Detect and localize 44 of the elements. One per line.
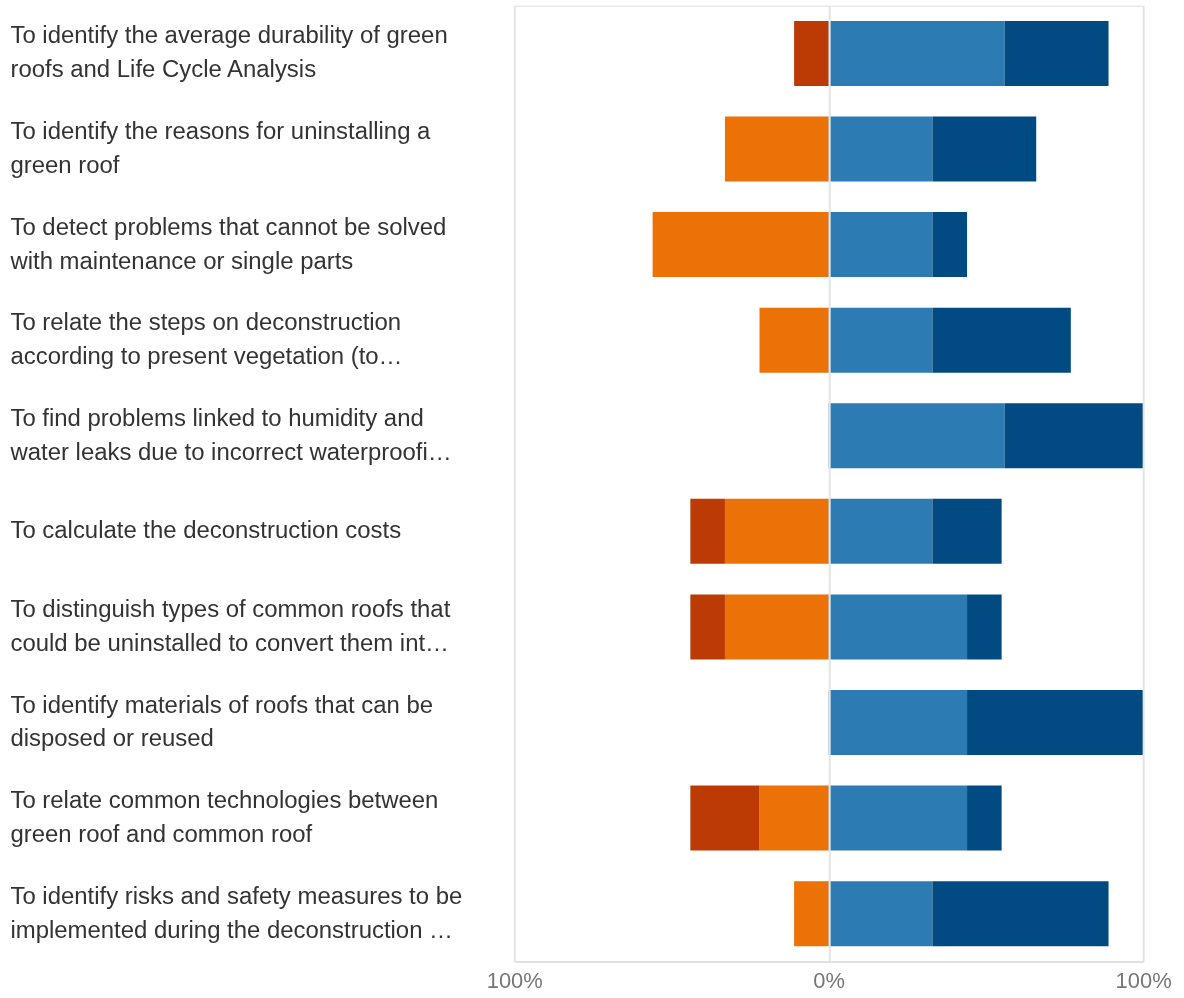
bar [652,212,829,278]
bar [828,498,933,564]
bar [1004,20,1109,86]
y-tick-label: To identify materials of roofs that can be disposed or reused [10,690,434,752]
bar [967,594,1002,660]
bar [828,116,933,182]
bar [828,20,1005,86]
bar [690,785,760,851]
x-tick-label: 0% [813,967,846,993]
bar [828,785,968,851]
x-tick-label: 100% [1115,967,1172,993]
bar [794,881,829,947]
y-tick-label: To distinguish types of common roofs that could be uninstalled to convert them int… [10,594,451,656]
bar [932,212,968,278]
y-tick-label: To identify the average durability of green roofs and Life Cycle Analysis [10,21,448,83]
bar [932,116,1037,182]
y-tick-label: To calculate the deconstruction costs [10,516,402,544]
bar [759,785,829,851]
bar [828,594,968,660]
bar [690,498,725,564]
x-tick-label: 100% [486,967,543,993]
bar [724,116,829,182]
bar [1004,403,1144,469]
bar [932,498,1002,564]
bar [690,594,725,660]
bar [828,881,933,947]
bar [724,498,829,564]
bar [794,20,829,86]
y-tick-label: To detect problems that cannot be solved with maintenance or single parts [9,212,447,274]
bar [967,785,1002,851]
bar [828,212,933,278]
bar [932,307,1071,373]
bar [759,307,829,373]
bar [724,594,829,660]
y-tick-label: To identify the reasons for uninstalling a green roof [10,117,432,178]
y-tick-label: To relate common technologies between green roof and common roof [10,786,439,847]
y-tick-label: To identify risks and safety measures to be implemented during the deconstruction … [10,881,463,943]
y-tick-label: To find problems linked to humidity and water leaks due to incorrect waterproofi… [9,403,452,465]
bar [967,690,1144,755]
bar [828,690,968,755]
y-tick-label: To relate the steps on deconstruction according to present vegetation (to… [10,308,403,370]
bar [828,403,1005,469]
bar [932,881,1109,947]
bar [828,307,933,373]
